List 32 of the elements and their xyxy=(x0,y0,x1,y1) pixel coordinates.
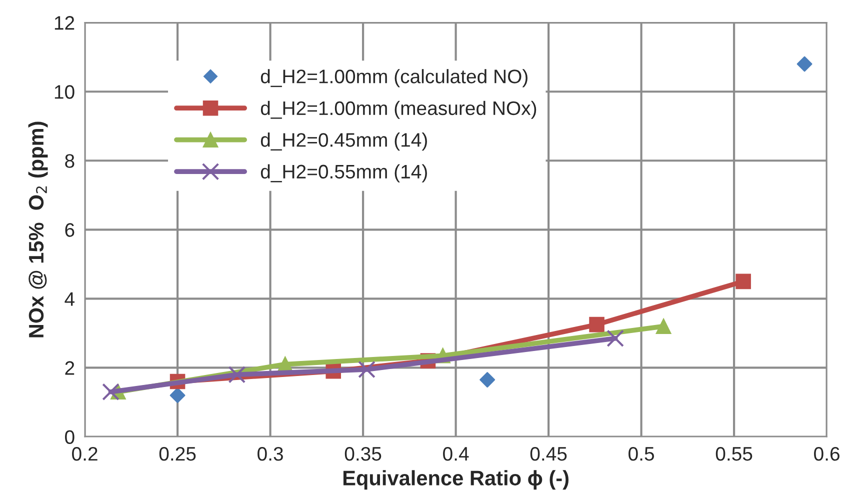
x-tick-label: 0.35 xyxy=(344,446,382,461)
point xyxy=(480,372,496,388)
y-tick-label: 8 xyxy=(65,154,74,168)
y-tick-label: 2 xyxy=(65,361,74,375)
y-axis-title: NOx @ 15% O$_{2}$ (ppm) xyxy=(28,122,48,338)
x-tick-label: 0.4 xyxy=(443,446,469,461)
point xyxy=(358,360,376,378)
x-tick-label: 0.6 xyxy=(814,446,840,461)
point xyxy=(656,318,672,334)
y-tick-label: 4 xyxy=(64,292,75,306)
point xyxy=(170,388,186,404)
point xyxy=(589,316,604,332)
legend-label: d_H2=0.55mm (14) xyxy=(260,164,427,182)
point xyxy=(796,56,812,72)
x-tick-label: 0.2 xyxy=(72,446,98,461)
x-tick-label: 0.3 xyxy=(258,446,283,461)
point xyxy=(736,274,751,290)
x-tick-label: 0.45 xyxy=(530,446,567,461)
point xyxy=(228,366,246,384)
legend-label: d_H2=0.45mm (14) xyxy=(260,132,427,151)
legend-label: d_H2=1.00mm (calculated NO) xyxy=(260,69,528,88)
point xyxy=(606,330,624,348)
legend-label: d_H2=1.00mm (measured NOx) xyxy=(260,100,536,119)
x-tick-label: 0.5 xyxy=(628,446,654,461)
y-tick-label: 6 xyxy=(65,223,74,237)
point xyxy=(102,383,120,401)
x-tick-label: 0.55 xyxy=(716,446,752,461)
y-tick-label: 12 xyxy=(54,16,74,30)
x-axis-title: Equivalence Ratio ϕ (-) xyxy=(343,470,568,490)
y-tick-label: 10 xyxy=(54,85,74,99)
x-tick-label: 0.25 xyxy=(159,446,196,461)
y-tick-label: 0 xyxy=(65,430,74,444)
